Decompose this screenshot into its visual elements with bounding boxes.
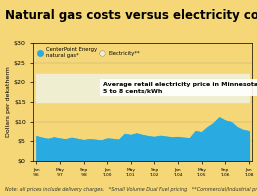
Text: Note: all prices include delivery charges.   *Small Volume Dual Fuel pricing   *: Note: all prices include delivery charge… xyxy=(5,187,257,192)
Legend: CenterPoint Energy
natural gas*, Electricity**: CenterPoint Energy natural gas*, Electri… xyxy=(36,46,142,60)
Text: Natural gas costs versus electricity costs: Natural gas costs versus electricity cos… xyxy=(5,9,257,22)
Y-axis label: Dollars per dekatherm: Dollars per dekatherm xyxy=(6,66,11,137)
Text: Average retail electricity price in Minnesota:
5 to 8 cents/kWh: Average retail electricity price in Minn… xyxy=(103,82,257,93)
